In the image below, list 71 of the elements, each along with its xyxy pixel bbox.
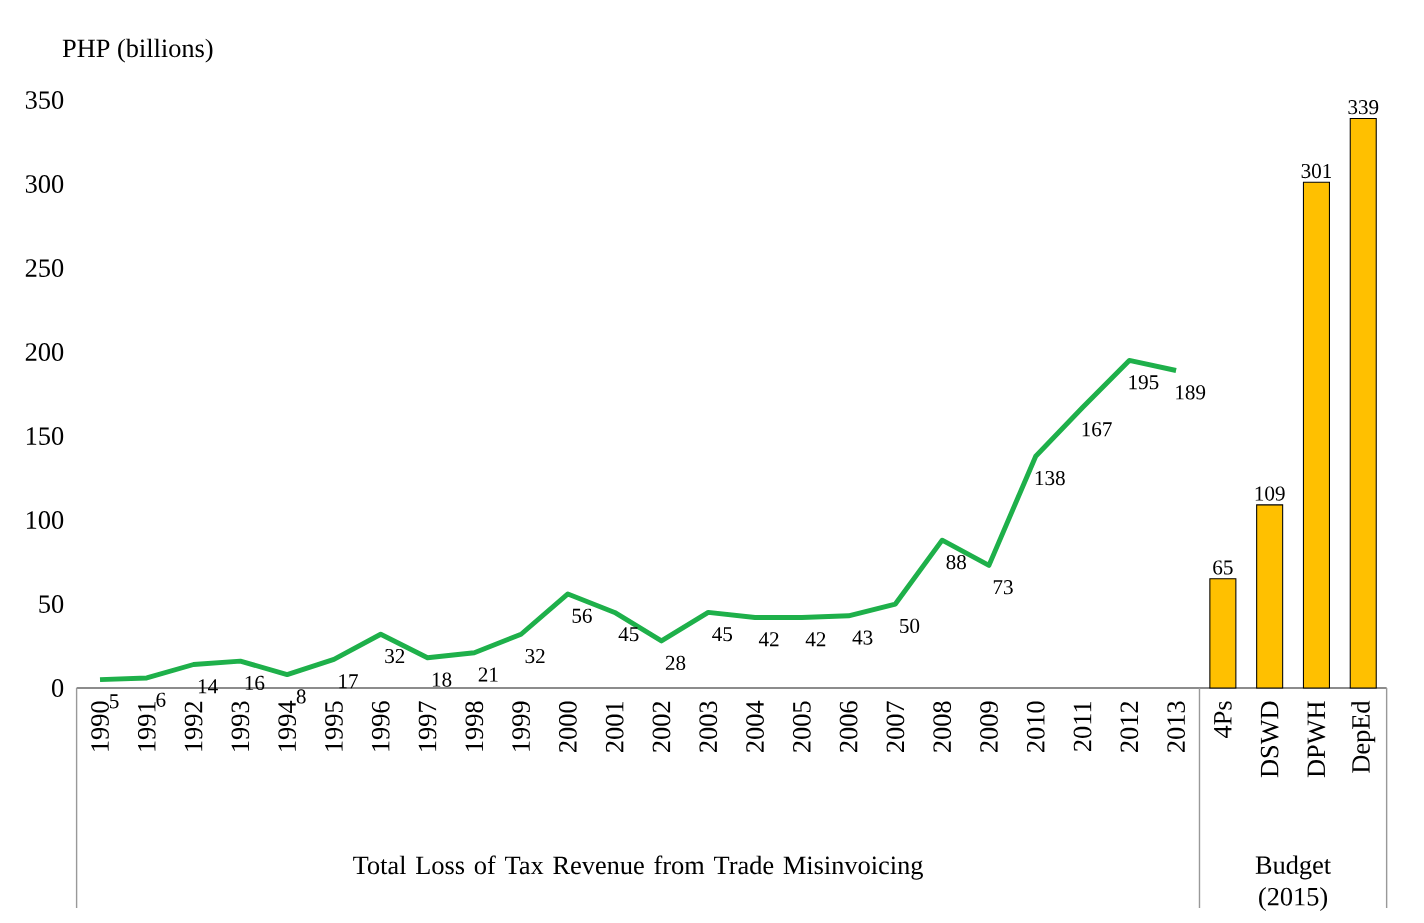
data-label: 43 [852,630,873,645]
x-tick-label: 1994 [278,700,297,751]
x-tick-label: 2001 [605,702,624,752]
y-tick-label: 250 [25,259,64,277]
data-label: 339 [1348,100,1379,115]
x-tick-label: 2000 [558,701,577,752]
x-tick-label: 2002 [652,701,671,752]
y-tick-label: 50 [39,595,64,613]
data-label: 50 [900,618,920,634]
x-tick-label: 1991 [137,702,156,751]
bar [1349,117,1377,689]
x-tick-label: 2003 [699,701,718,752]
x-tick-label: 1990 [91,701,109,751]
data-label: 14 [198,679,218,694]
x-tick-label: 1999 [512,701,530,751]
x-tick-label: 2004 [746,700,764,752]
text: Total Loss of Tax Revenue from Trade Misinvoicing [353,855,923,880]
data-label: 195 [1129,375,1159,390]
x-tick-label: 2013 [1167,701,1185,752]
x-tick-label: 2006 [839,701,858,752]
x-tick-label: 2008 [933,701,952,752]
x-tick-label: DSWD [1260,701,1279,778]
data-label: 42 [758,632,779,647]
x-tick-label: 1997 [418,701,437,751]
x-tick-label: 2012 [1120,701,1139,752]
data-label: 109 [1255,486,1285,501]
data-label: 32 [385,648,405,664]
data-label: 5 [110,694,119,709]
y-tick-label: 350 [25,91,64,109]
data-label: 21 [478,667,498,682]
x-tick-label: 1996 [371,701,390,751]
bar [1256,504,1284,689]
data-label: 167 [1082,422,1112,437]
x-tick-label: 1992 [184,701,203,751]
bar [1302,181,1330,689]
data-label: 56 [572,608,592,623]
data-label: 301 [1301,163,1331,179]
x-tick-label: 2011 [1073,702,1092,752]
x-tick-label: DPWH [1307,701,1326,778]
data-label: 32 [525,648,545,664]
x-tick-label: DepEd [1351,700,1376,773]
y-tick-label: 300 [25,175,64,193]
x-tick-label: 1993 [231,701,250,751]
data-label: 45 [618,627,639,642]
data-label: 28 [665,655,686,670]
data-label: 45 [712,627,733,642]
data-label: 138 [1035,470,1065,486]
x-tick-label: 1998 [465,701,484,751]
y-tick-label: 150 [26,427,64,445]
x-tick-label: 4Ps [1214,701,1232,739]
data-label: 17 [339,674,358,689]
y-tick-label: 200 [25,343,64,361]
data-label: 88 [946,554,966,570]
data-label: 73 [993,580,1013,595]
x-tick-label: 2007 [886,701,905,752]
data-label: 6 [156,692,166,707]
x-tick-label: 2010 [1026,701,1045,752]
bar [1209,578,1237,689]
data-label: 8 [296,689,306,704]
data-label: 18 [432,672,452,687]
data-label: 189 [1176,385,1206,400]
x-tick-label: 1995 [325,701,343,751]
y-tick-label: 0 [52,679,64,697]
y-axis-title: PHP (billions) [62,38,213,63]
data-label: 16 [245,675,265,691]
y-tick-label: 100 [26,511,64,529]
x-tick-label: 2009 [980,701,998,752]
text: Budget (2015) [1255,855,1331,911]
data-label: 42 [805,632,826,647]
x-tick-label: 2005 [792,701,811,752]
data-label: 65 [1213,560,1233,575]
